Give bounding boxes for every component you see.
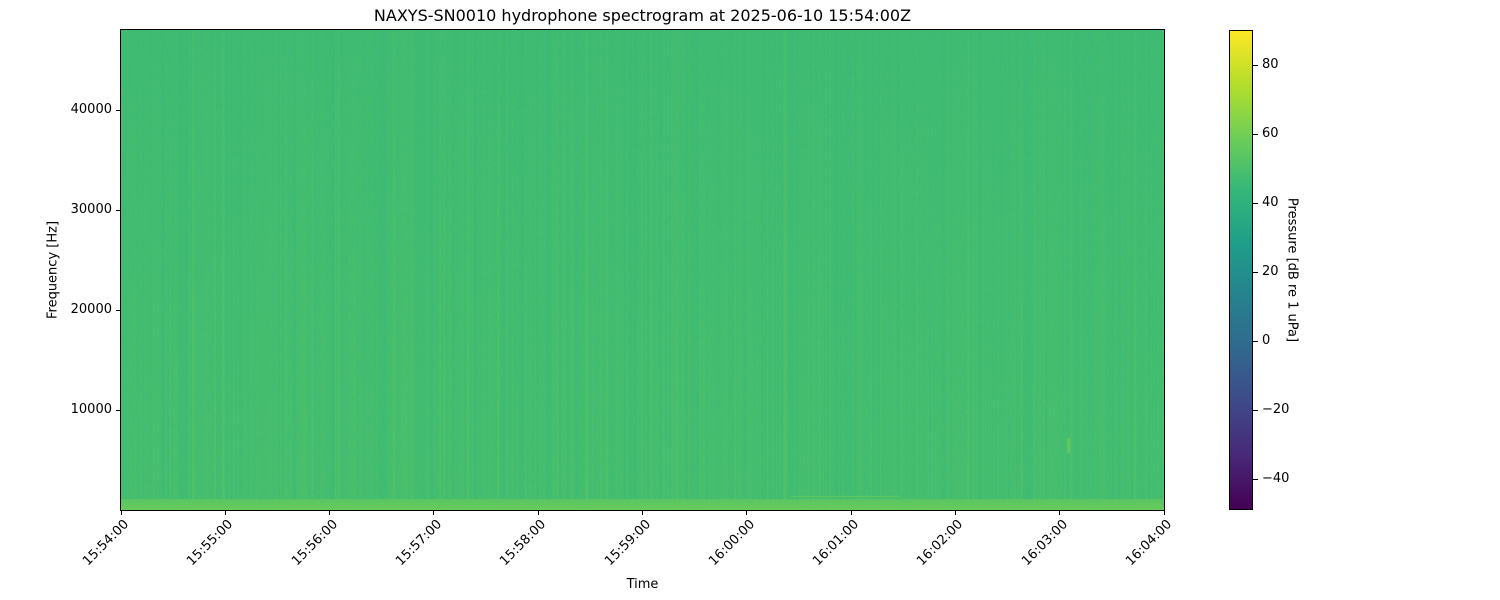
x-tick-label: 15:55:00	[184, 517, 237, 569]
x-tick	[954, 510, 956, 515]
y-tick-label: 10000	[70, 402, 112, 417]
x-tick-label: 15:54:00	[80, 517, 132, 569]
x-tick-label: 16:04:00	[1123, 517, 1175, 569]
x-tick-label: 15:57:00	[392, 517, 445, 569]
colorbar-tick-label: −20	[1262, 401, 1290, 417]
x-tick	[746, 510, 748, 515]
x-tick-label: 15:58:00	[497, 517, 550, 569]
colorbar-tick-label: 0	[1262, 332, 1271, 348]
x-tick	[537, 510, 539, 515]
x-tick-label: 16:03:00	[1018, 517, 1071, 569]
y-axis-label: Frequency [Hz]	[45, 220, 61, 320]
x-tick	[1163, 510, 1165, 515]
colorbar-tick	[1253, 64, 1258, 66]
x-tick	[850, 510, 852, 515]
x-tick	[433, 510, 435, 515]
x-tick-label: 16:00:00	[705, 517, 758, 569]
y-tick	[116, 210, 121, 211]
axes-frame	[120, 29, 1165, 511]
chart-title: NAXYS-SN0010 hydrophone spectrogram at 2…	[373, 6, 912, 25]
y-tick	[116, 110, 121, 111]
x-tick	[120, 510, 122, 515]
colorbar-tick	[1253, 202, 1258, 204]
y-tick-label: 30000	[70, 202, 112, 217]
colorbar-label: Pressure [dB re 1 uPa]	[1284, 197, 1300, 343]
colorbar-tick-label: 40	[1262, 194, 1279, 210]
colorbar-tick	[1253, 340, 1258, 342]
x-tick-label: 15:59:00	[601, 517, 654, 569]
colorbar-tick-label: −40	[1262, 470, 1290, 486]
y-tick-label: 20000	[70, 302, 112, 317]
x-tick	[642, 510, 643, 515]
x-tick	[224, 510, 226, 515]
colorbar-tick	[1253, 478, 1258, 480]
x-tick-label: 16:02:00	[914, 517, 967, 569]
spectrogram-heatmap	[121, 30, 1164, 510]
colorbar-tick-label: 20	[1262, 263, 1279, 279]
colorbar	[1229, 30, 1253, 510]
colorbar-tick-label: 80	[1262, 56, 1279, 72]
plot-area	[121, 30, 1164, 510]
colorbar-tick-label: 60	[1262, 125, 1279, 141]
x-tick	[1059, 510, 1061, 515]
colorbar-tick	[1253, 133, 1258, 135]
colorbar-tick	[1253, 409, 1258, 411]
x-tick-label: 15:56:00	[288, 517, 341, 569]
y-tick	[116, 310, 121, 311]
x-tick	[329, 510, 331, 515]
x-axis-label: Time	[626, 577, 659, 592]
colorbar-tick	[1253, 271, 1258, 273]
x-tick-label: 16:01:00	[810, 517, 863, 569]
y-tick	[116, 410, 121, 411]
y-tick-label: 40000	[70, 102, 112, 117]
